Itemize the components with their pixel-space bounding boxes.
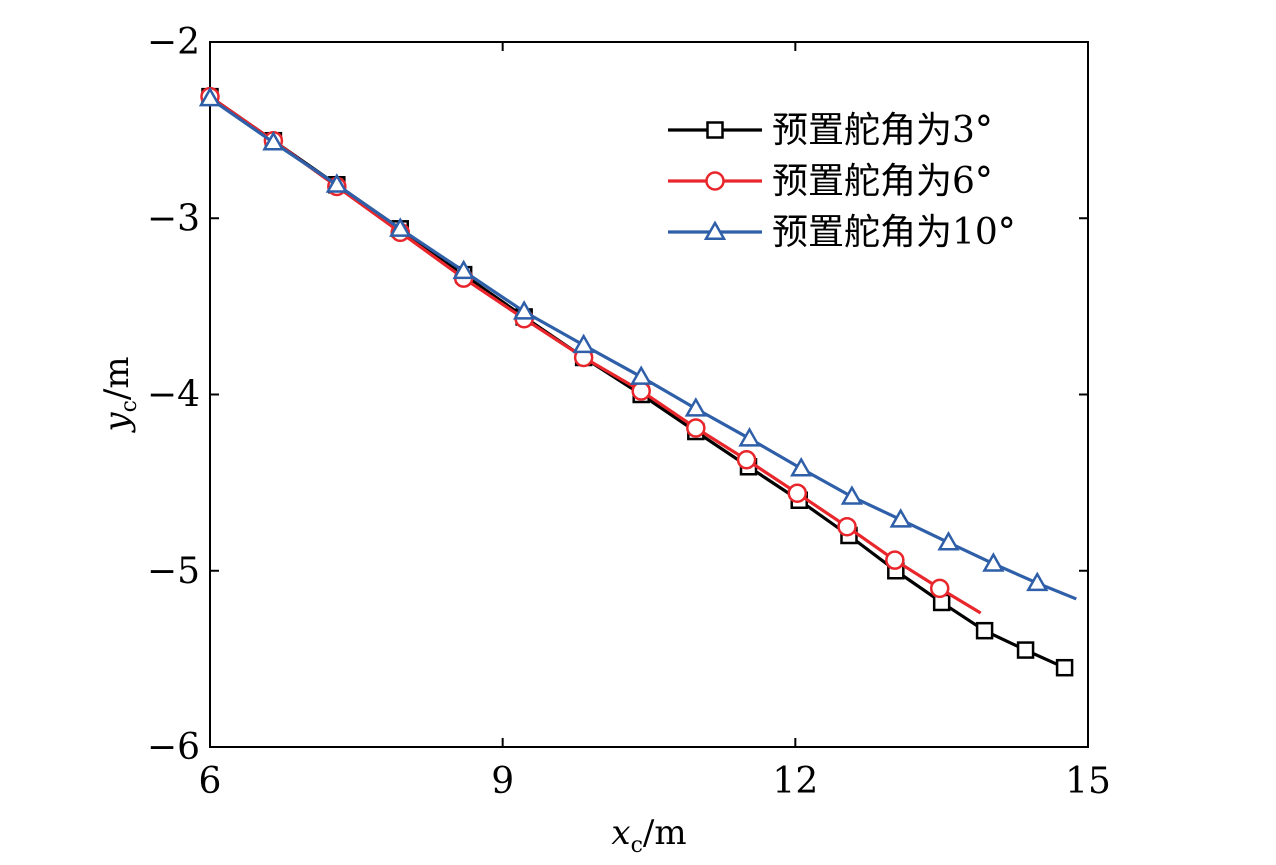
y-tick-label: −6 bbox=[147, 727, 200, 768]
y-tick-label: −2 bbox=[147, 22, 200, 63]
x-tick-label: 9 bbox=[491, 761, 514, 802]
data-point bbox=[837, 516, 857, 537]
x-axis-label: xc/m bbox=[611, 813, 686, 858]
legend-entry: 预置舵角为3° bbox=[668, 110, 993, 151]
data-point bbox=[1016, 641, 1035, 659]
data-point bbox=[1055, 658, 1074, 677]
data-point bbox=[889, 508, 912, 528]
data-point bbox=[262, 130, 285, 151]
y-tick-label: −4 bbox=[147, 375, 200, 416]
legend-entry: 预置舵角为10° bbox=[668, 212, 1016, 253]
y-axis-label: yc/m bbox=[97, 356, 142, 433]
x-tick-label: 6 bbox=[199, 761, 222, 802]
data-point bbox=[630, 365, 653, 385]
data-point bbox=[325, 173, 348, 193]
data-point bbox=[198, 86, 222, 107]
axis-ticks bbox=[209, 41, 1089, 748]
axis-tick-labels: 6 9 12 15 −2 −3 −4 −5 −6 bbox=[147, 22, 1111, 802]
data-point bbox=[452, 259, 475, 280]
series-triangle bbox=[198, 86, 1077, 601]
data-point bbox=[736, 449, 757, 470]
data-point bbox=[885, 550, 905, 570]
legend-label: 预置舵角为6° bbox=[772, 161, 993, 202]
legend-label: 预置舵角为3° bbox=[772, 110, 993, 151]
data-point bbox=[738, 427, 761, 447]
x-tick-label: 12 bbox=[772, 761, 818, 802]
data-point bbox=[686, 418, 706, 438]
data-point bbox=[389, 217, 412, 237]
data-point bbox=[982, 552, 1005, 572]
data-point bbox=[512, 300, 536, 320]
y-tick-label: −5 bbox=[147, 551, 200, 592]
data-point bbox=[787, 483, 808, 503]
legend-label: 预置舵角为10° bbox=[772, 212, 1016, 253]
series-layer bbox=[198, 86, 1077, 677]
legend-marker bbox=[703, 220, 727, 240]
y-tick-label: −3 bbox=[147, 198, 200, 239]
data-point bbox=[937, 531, 960, 551]
data-point bbox=[1026, 571, 1049, 592]
data-point bbox=[572, 333, 595, 354]
data-point bbox=[840, 485, 864, 505]
data-point bbox=[790, 457, 813, 477]
legend-marker bbox=[705, 171, 725, 191]
legend-marker bbox=[706, 121, 724, 139]
legend: 预置舵角为3° 预置舵角为6° 预置舵角为10° bbox=[668, 110, 1016, 253]
data-point bbox=[929, 578, 950, 599]
data-point bbox=[684, 397, 707, 417]
x-tick-label: 15 bbox=[1065, 761, 1111, 802]
data-point bbox=[975, 621, 994, 640]
data-point bbox=[631, 381, 651, 401]
legend-entry: 预置舵角为6° bbox=[668, 161, 993, 202]
